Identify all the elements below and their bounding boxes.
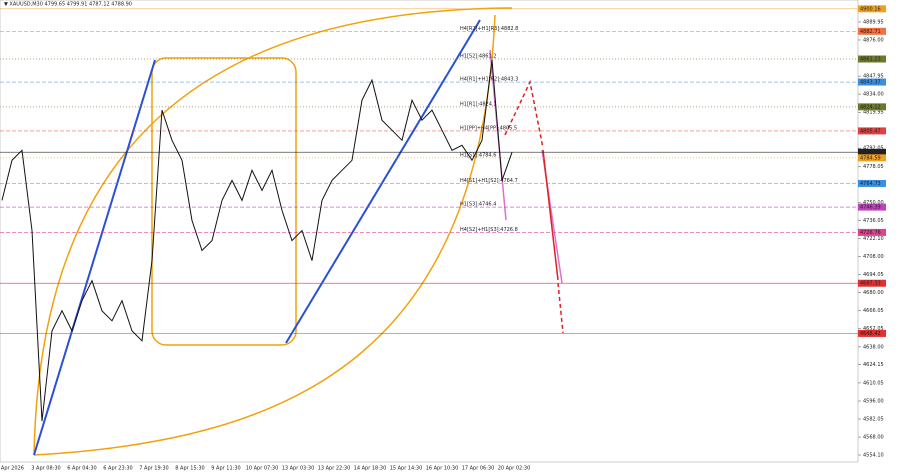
x-tick-label: 15 Apr 14:30 — [390, 466, 423, 472]
y-tick-label: 4792.05 — [863, 146, 884, 152]
x-tick-label: 14 Apr 18:30 — [354, 466, 387, 472]
y-tick-label: 4708.00 — [863, 254, 884, 260]
level-label: 4784.59 — [860, 155, 881, 161]
x-tick-label: 8 Apr 15:30 — [175, 466, 204, 472]
level-box — [858, 5, 886, 13]
x-tick-label: 2 Apr 2026 — [0, 466, 24, 472]
level-label: 4648.42 — [860, 331, 881, 337]
level-label: 4726.76 — [860, 230, 881, 236]
level-annotation: H1[PP]+H4[PP]:4805.5 — [460, 125, 517, 131]
y-tick-label: 4834.00 — [863, 92, 884, 98]
level-box — [858, 148, 886, 156]
x-tick-label: 13 Apr 22:30 — [318, 466, 351, 472]
y-tick-label: 4666.05 — [863, 308, 884, 314]
x-tick-label: 6 Apr 04:30 — [67, 466, 96, 472]
level-box — [858, 55, 886, 63]
level-annotation: H1[R1]:4824.1 — [460, 101, 497, 107]
y-tick-label: 4722.10 — [863, 236, 884, 242]
y-tick-label: 4638.00 — [863, 344, 884, 350]
drawings — [33, 7, 564, 456]
y-tick-label: 4694.05 — [863, 272, 884, 278]
x-tick-label: 17 Apr 06:30 — [462, 466, 495, 472]
trend-line — [285, 19, 481, 344]
y-tick-label: 4736.05 — [863, 218, 884, 224]
level-box — [858, 329, 886, 337]
y-tick-label: 4582.05 — [863, 416, 884, 422]
x-tick-label: 3 Apr 08:30 — [31, 466, 60, 472]
level-box — [858, 78, 886, 86]
level-box — [858, 127, 886, 135]
trend-line — [33, 59, 156, 456]
y-tick-label: 4610.05 — [863, 380, 884, 386]
level-box — [858, 154, 886, 162]
level-box — [858, 279, 886, 287]
level-label: 4882.71 — [860, 29, 881, 35]
arrow — [542, 149, 559, 281]
arrow — [557, 282, 564, 334]
arc — [33, 14, 496, 456]
y-tick-label: 4750.00 — [863, 200, 884, 206]
level-annotation: H4[S2]+H1[S3]:4726.8 — [460, 227, 518, 233]
level-box — [858, 27, 886, 35]
y-tick-label: 4778.05 — [863, 164, 884, 170]
level-box — [858, 179, 886, 187]
y-tick-label: 4554.10 — [863, 453, 884, 459]
level-label: 4805.47 — [860, 128, 881, 134]
level-label: 4900.16 — [860, 6, 881, 12]
level-annotation: H1[S2]:4861.2 — [460, 54, 496, 60]
level-box — [858, 203, 886, 211]
x-tick-label: 9 Apr 11:30 — [211, 466, 240, 472]
level-label: 4764.73 — [860, 181, 881, 187]
x-tick-label: 13 Apr 03:30 — [282, 466, 315, 472]
y-tick-label: 4652.05 — [863, 326, 884, 332]
price-line — [1, 60, 513, 422]
level-label: 4788.90 — [860, 150, 881, 156]
level-label: 4824.12 — [860, 104, 881, 110]
x-tick-label: 20 Apr 02:30 — [498, 466, 531, 472]
plot-frame — [0, 0, 859, 463]
y-tick-label: 4624.15 — [863, 362, 884, 368]
y-tick-label: 4889.95 — [863, 19, 884, 25]
x-tick-label: 16 Apr 10:30 — [426, 466, 459, 472]
level-box — [858, 228, 886, 236]
level-box — [858, 103, 886, 111]
x-tick-label: 10 Apr 07:30 — [246, 466, 279, 472]
y-tick-label: 4819.95 — [863, 110, 884, 116]
y-tick-label: 4847.95 — [863, 74, 884, 80]
level-label: 4861.23 — [860, 57, 881, 63]
chart-title: ▼ XAUUSD,M30 4799.65 4799.91 4787.12 478… — [4, 2, 132, 8]
level-annotation: H1[S1]:4784.6 — [460, 152, 496, 158]
x-tick-label: 6 Apr 23:30 — [103, 466, 132, 472]
box — [151, 57, 297, 346]
level-annotation: H1[S3]:4746.4 — [460, 202, 496, 208]
y-tick-label: 4680.00 — [863, 290, 884, 296]
y-tick-label: 4596.00 — [863, 399, 884, 405]
level-annotation: H4[R2]+H1[R3]:4882.8 — [460, 26, 518, 32]
level-label: 4843.37 — [860, 80, 881, 86]
level-annotation: H4[S1]+H1[S2]:4764.7 — [460, 178, 518, 184]
y-tick-label: 4876.00 — [863, 37, 884, 43]
level-label: 4687.33 — [860, 281, 881, 287]
level-label: 4746.39 — [860, 205, 881, 211]
x-tick-label: 7 Apr 19:30 — [139, 466, 168, 472]
y-tick-label: 4568.00 — [863, 435, 884, 441]
